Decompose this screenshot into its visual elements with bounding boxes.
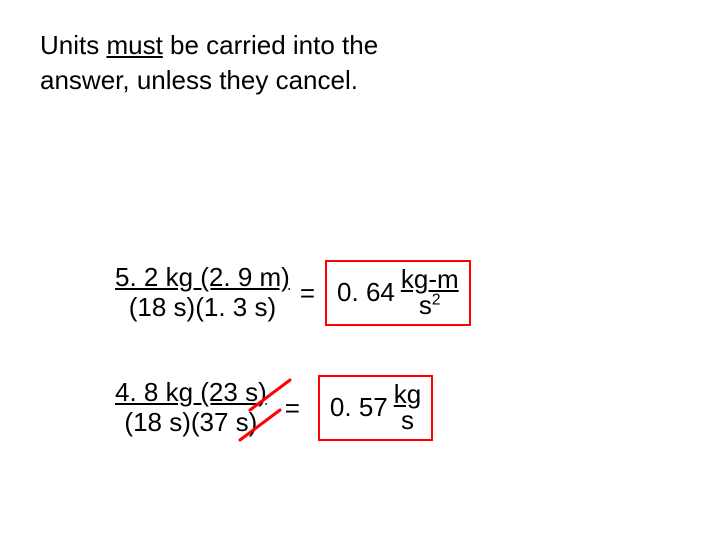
eq2-result-box: 0. 57 kg s — [318, 375, 433, 441]
eq1-unit-fraction: kg-m s2 — [401, 266, 459, 318]
eq1-fraction: 5. 2 kg (2. 9 m) (18 s)(1. 3 s) — [115, 263, 290, 323]
eq1-unit-den-base: s — [419, 290, 432, 320]
eq1-unit-numerator: kg-m — [401, 266, 459, 292]
equation-2: 4. 8 kg (23 s) (18 s)(37 s) = 0. 57 kg s — [115, 375, 433, 441]
eq1-result-value: 0. 64 — [337, 277, 395, 308]
heading-underlined: must — [106, 30, 162, 60]
heading-pre: Units — [40, 30, 106, 60]
eq2-unit-denominator: s — [401, 407, 414, 433]
eq2-unit-numerator: kg — [394, 381, 421, 407]
eq1-unit-den-sup: 2 — [432, 291, 441, 308]
eq1-denominator: (18 s)(1. 3 s) — [129, 293, 276, 323]
heading-line-1: Units must be carried into the — [40, 28, 378, 63]
equation-1: 5. 2 kg (2. 9 m) (18 s)(1. 3 s) = 0. 64 … — [115, 260, 471, 326]
heading: Units must be carried into the answer, u… — [40, 28, 378, 98]
eq2-denominator: (18 s)(37 s) — [124, 408, 257, 438]
eq2-result-value: 0. 57 — [330, 392, 388, 423]
eq2-fraction: 4. 8 kg (23 s) (18 s)(37 s) — [115, 378, 267, 438]
eq1-equals: = — [300, 278, 315, 309]
eq1-result-box: 0. 64 kg-m s2 — [325, 260, 471, 326]
slide: Units must be carried into the answer, u… — [0, 0, 720, 540]
eq2-equals: = — [285, 393, 300, 424]
eq1-unit-denominator: s2 — [419, 292, 441, 318]
eq2-numerator: 4. 8 kg (23 s) — [115, 378, 267, 408]
heading-post: be carried into the — [163, 30, 378, 60]
eq1-numerator: 5. 2 kg (2. 9 m) — [115, 263, 290, 293]
heading-line-2: answer, unless they cancel. — [40, 63, 378, 98]
eq2-unit-fraction: kg s — [394, 381, 421, 433]
